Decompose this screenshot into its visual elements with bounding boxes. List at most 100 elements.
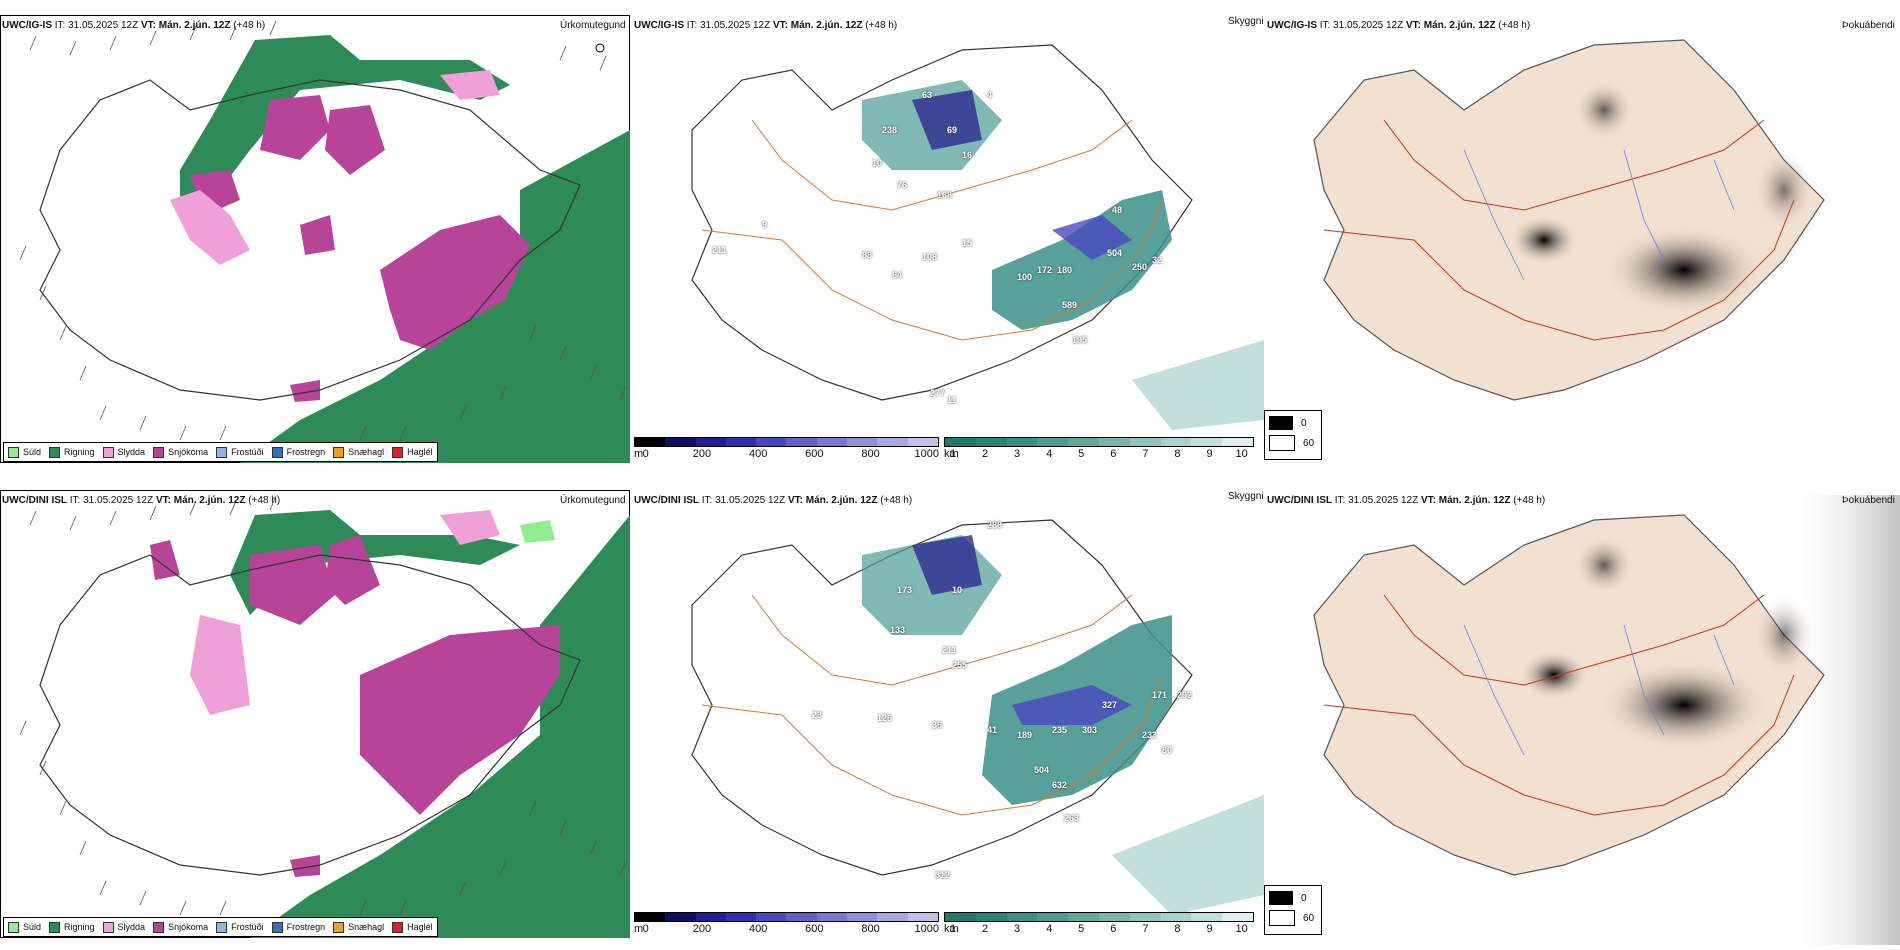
colorbar-tick: 400 xyxy=(748,923,768,935)
ceiling-value-label: 288 xyxy=(987,520,1003,530)
legend-item: Haglél xyxy=(392,446,433,458)
legend-item: Snæhagl xyxy=(333,921,384,933)
colorbar-tick: 9 xyxy=(1206,923,1213,935)
panel-header: UWC/IG-IS IT: 31.05.2025 12Z VT: Mán. 2.… xyxy=(2,20,266,31)
colorbar-swatch xyxy=(1006,438,1038,446)
ceiling-value-label: 189 xyxy=(1017,730,1033,740)
colorbar-tick: 1 xyxy=(949,448,956,460)
colorbar-swatch xyxy=(816,438,848,446)
snow-area xyxy=(290,855,320,877)
legend-item: Snjókoma xyxy=(153,921,208,933)
colorbar-swatch xyxy=(1006,913,1038,921)
legend-item: Haglél xyxy=(392,921,433,933)
colorbar-tick: 8 xyxy=(1174,448,1181,460)
ceiling-value-label: 292 xyxy=(1177,690,1193,700)
colorbar-tick: 4 xyxy=(1046,448,1053,460)
height-colorbar: 0 200 400 600 800 1000 xyxy=(634,437,939,461)
ceiling-value-label: 16 xyxy=(962,150,973,160)
sea-fog-area xyxy=(1784,495,1900,945)
ceiling-value-label: 15 xyxy=(962,238,973,248)
roads xyxy=(1323,594,1795,816)
colorbar-tick: 6 xyxy=(1110,448,1117,460)
colorbar-swatch xyxy=(665,438,696,446)
cloud-base-area xyxy=(912,535,982,595)
height-unit: m xyxy=(634,448,644,460)
fog-area xyxy=(1599,660,1769,750)
colorbar-swatch xyxy=(945,438,976,446)
fog-area xyxy=(1509,215,1579,265)
roads xyxy=(701,119,1163,341)
colorbar-swatch xyxy=(975,438,1007,446)
fog-panel: 0 60 UWC/IG-IS IT: 31.05.2025 12Z VT: Má… xyxy=(1264,0,1900,470)
ceiling-value-label: 195 xyxy=(1072,335,1088,345)
colorbar-tick: 3 xyxy=(1014,448,1021,460)
fog-area xyxy=(1574,80,1634,140)
sleet-area xyxy=(170,190,250,265)
colorbar-swatch xyxy=(695,438,726,446)
ceiling-value-label: 589 xyxy=(1062,300,1078,310)
iceland-outline xyxy=(39,554,581,876)
sea-vis-area xyxy=(1132,340,1264,430)
legend-item: Frostúði xyxy=(216,446,264,458)
sleet-area xyxy=(190,615,250,715)
ceiling-value-label: 80 xyxy=(1162,745,1173,755)
visibility-panel: UWC/IG-IS IT: 31.05.2025 12Z VT: Mán. 2.… xyxy=(632,0,1264,470)
colorbar-swatch xyxy=(847,913,878,921)
panel-title: Skyggni xyxy=(1228,491,1264,502)
panel-title: Þokuábendi xyxy=(1842,20,1895,31)
snow-area xyxy=(325,105,385,175)
colorbar-swatch xyxy=(635,438,666,446)
snow-area xyxy=(380,215,530,350)
legend-item: Snæhagl xyxy=(333,446,384,458)
ceiling-value-label: 233 xyxy=(1142,730,1158,740)
fog-area xyxy=(1754,595,1814,675)
colorbar-swatch xyxy=(945,913,976,921)
ceiling-value-label: 250 xyxy=(1132,262,1148,272)
legend-item: Slydda xyxy=(102,921,145,933)
colorbar-tick: 0 xyxy=(642,923,649,935)
colorbar-tick: 4 xyxy=(1046,923,1053,935)
fog-area xyxy=(1754,150,1814,230)
colorbar-tick: 200 xyxy=(692,448,712,460)
colorbar-tick: 600 xyxy=(805,448,824,460)
colorbar-swatch xyxy=(725,438,757,446)
sleet-area xyxy=(440,510,500,545)
fog-legend: 0 60 xyxy=(1264,885,1322,935)
ceiling-value-label: 312 xyxy=(935,870,951,880)
vis-colorbar: 1 2 3 4 5 6 7 8 9 10 xyxy=(944,912,1254,936)
colorbar-swatch xyxy=(907,913,938,921)
colorbar-tick: 10 xyxy=(1235,448,1248,460)
ceiling-value-label: 168 xyxy=(937,190,953,200)
ceiling-value-label: 255 xyxy=(952,660,968,670)
fog-area xyxy=(1604,225,1764,315)
low-vis-area xyxy=(992,190,1172,330)
panel-title: Skyggni xyxy=(1228,16,1264,27)
colorbar-tick: 6 xyxy=(1110,923,1117,935)
panel-header: UWC/IG-IS IT: 31.05.2025 12Z VT: Mán. 2.… xyxy=(1267,20,1531,31)
colorbar-tick: 7 xyxy=(1142,448,1149,460)
panel-title: Úrkomutegund xyxy=(560,20,626,31)
ceiling-value-label: 69 xyxy=(947,125,958,135)
ceiling-value-label: 88 xyxy=(862,250,873,260)
ceiling-value-label: 180 xyxy=(1057,265,1073,275)
ceiling-value-label: 126 xyxy=(877,713,893,723)
ceiling-value-label: 504 xyxy=(1034,765,1050,775)
colorbar-swatch xyxy=(1129,913,1161,921)
colorbar-tick: 2 xyxy=(981,448,989,460)
colorbar-tick: 7 xyxy=(1142,923,1149,935)
height-colorbar-ticks: 0 200 400 600 800 1000 xyxy=(634,447,939,461)
snow-area xyxy=(150,540,180,580)
colorbar-tick: 9 xyxy=(1206,448,1213,460)
colorbar-tick: 1 xyxy=(949,923,956,935)
colorbar-swatch xyxy=(635,913,666,921)
iceland-outline xyxy=(1313,39,1825,401)
ceiling-value-label: 41 xyxy=(987,725,998,735)
colorbar-tick: 800 xyxy=(861,923,880,935)
precip-legend: Súld Rigning Slydda Snjókoma Frostúði Fr… xyxy=(3,442,438,462)
vis-colorbar-scale xyxy=(944,912,1254,922)
fog-area xyxy=(1574,535,1634,595)
fog-map xyxy=(1313,495,1900,945)
ceiling-value-label: 32 xyxy=(1152,255,1163,265)
colorbar-swatch xyxy=(1098,913,1130,921)
panel-header: UWC/DINI ISL IT: 31.05.2025 12Z VT: Mán.… xyxy=(2,495,281,506)
